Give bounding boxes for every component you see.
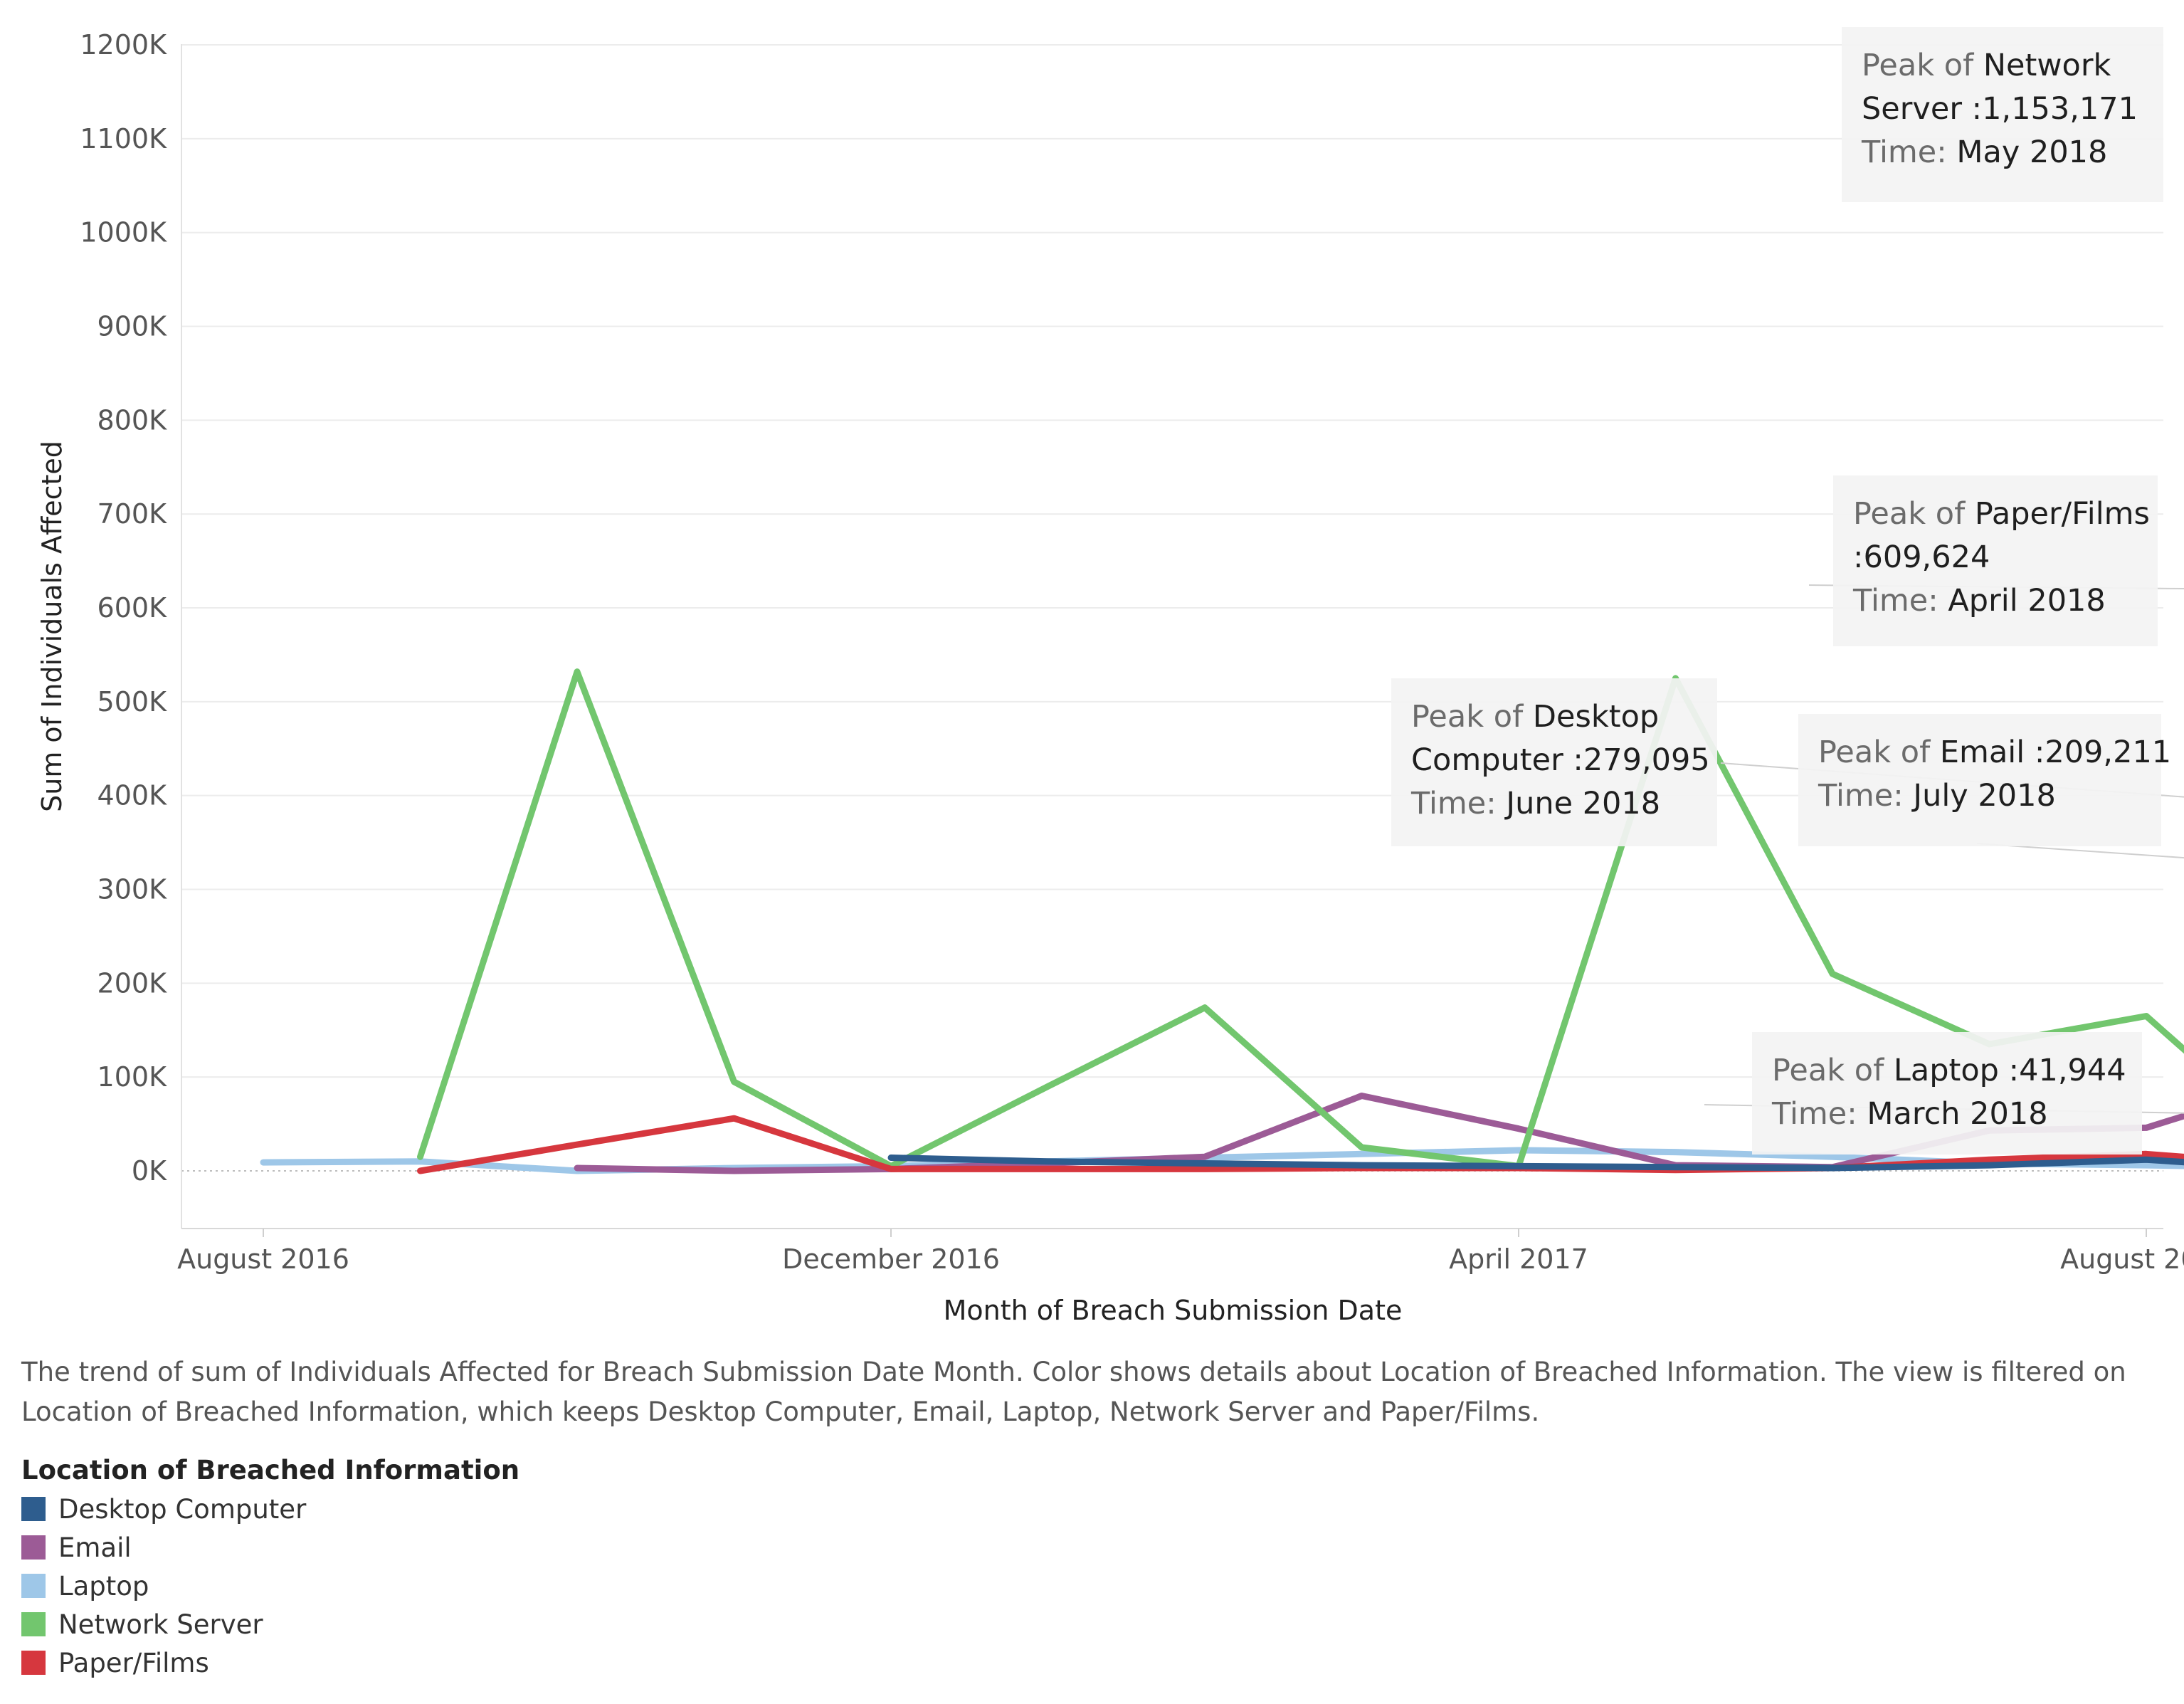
legend-item[interactable]: Email	[21, 1528, 519, 1567]
y-tick-label: 700K	[97, 498, 168, 530]
legend-item[interactable]: Laptop	[21, 1567, 519, 1605]
legend-item[interactable]: Network Server	[21, 1605, 519, 1643]
y-tick-label: 200K	[97, 967, 168, 999]
y-tick-label: 500K	[97, 686, 168, 717]
annotation-line: Peak of Paper/Films	[1853, 496, 2150, 532]
y-tick-label: 1200K	[80, 29, 167, 61]
y-tick-label: 300K	[97, 874, 168, 905]
legend-item[interactable]: Paper/Films	[21, 1643, 519, 1682]
annotation-line: Server :1,153,171	[1862, 91, 2138, 127]
series-line-paper-films	[417, 1115, 2184, 1174]
y-tick-label: 900K	[97, 311, 168, 342]
x-tick-label: August 2016	[177, 1243, 349, 1275]
legend-swatch	[21, 1612, 46, 1636]
gridlines	[181, 44, 2163, 1172]
annotation-1: Peak of Network Server :1,153,171 Time: Ma…	[1842, 27, 2163, 202]
annotation-line: Peak of Email :209,211	[1818, 735, 2171, 770]
legend-swatch	[21, 1574, 46, 1598]
line-chart: 0K 100K 200K 300K 400K 500K 600K 700K 800K 900K 10…	[36, 27, 2184, 1326]
axes	[181, 44, 2163, 1229]
legend-swatch	[21, 1535, 46, 1560]
x-tick-label: April 2017	[1449, 1243, 1588, 1275]
legend-label: Laptop	[58, 1570, 149, 1602]
y-tick-label: 100K	[97, 1061, 168, 1093]
y-tick-label: 600K	[97, 592, 168, 624]
annotation-box	[1752, 1032, 2142, 1155]
annotation-time: Time: April 2018	[1852, 583, 2106, 619]
legend-label: Email	[58, 1532, 132, 1563]
annotation-line: Peak of Network	[1862, 48, 2111, 83]
annotation-line: :609,624	[1853, 540, 1990, 575]
annotation-box	[1833, 475, 2158, 646]
series-line-network-server	[417, 668, 2184, 1169]
annotation-box	[1798, 714, 2161, 846]
annotation-line: Computer :279,095	[1411, 742, 1710, 778]
legend-label: Paper/Films	[58, 1647, 209, 1678]
annotation-time: Time: May 2018	[1861, 135, 2107, 170]
x-tick-label: December 2016	[782, 1243, 1000, 1275]
annotation-time: Time: June 2018	[1410, 786, 1660, 821]
y-tick-label: 800K	[97, 404, 168, 436]
legend-items: Desktop Computer Email Laptop Network Serve…	[21, 1490, 519, 1682]
series-lines	[260, 668, 2184, 1174]
annotation-box	[1391, 678, 1717, 846]
legend-label: Network Server	[58, 1609, 263, 1640]
y-axis-title: Sum of Individuals Affected	[36, 441, 68, 812]
y-axis-ticks: 0K 100K 200K 300K 400K 500K 600K 700K 800K 900K 10…	[80, 29, 167, 1187]
annotation-2: Peak of Paper/Films :609,624 Time: April 2…	[1808, 475, 2184, 646]
x-axis-title: Month of Breach Submission Date	[944, 1295, 1403, 1326]
x-tick-label: August 2017	[2060, 1243, 2184, 1275]
annotation-line: Peak of Laptop :41,944	[1772, 1053, 2126, 1088]
peak-annotations: Peak of Network Server :1,153,171 Time: Ma…	[1391, 27, 2184, 1155]
legend-swatch	[21, 1497, 46, 1521]
legend-label: Desktop Computer	[58, 1493, 307, 1525]
legend-swatch	[21, 1651, 46, 1675]
annotation-line: Peak of Desktop	[1411, 699, 1659, 735]
annotation-leader	[1976, 843, 2184, 859]
annotation-time: Time: March 2018	[1771, 1096, 2048, 1132]
series-line-desktop-computer	[887, 1155, 2184, 1172]
annotation-4: Peak of Email :209,211 Time: July 2018	[1798, 714, 2184, 859]
y-tick-label: 1000K	[80, 217, 167, 248]
y-tick-label: 400K	[97, 780, 168, 811]
x-axis-ticks: August 2016 December 2016 April 2017 August…	[177, 1229, 2184, 1275]
y-tick-label: 0K	[132, 1155, 167, 1187]
annotation-box	[1842, 27, 2163, 202]
legend: Location of Breached Information Desktop…	[21, 1455, 519, 1682]
legend-title: Location of Breached Information	[21, 1455, 520, 1485]
series-line-email	[574, 1093, 2184, 1174]
y-tick-label: 1100K	[80, 123, 167, 154]
annotation-3: Peak of Desktop Computer :279,095 Time: Ju…	[1391, 678, 2184, 846]
annotation-time: Time: July 2018	[1818, 778, 2056, 814]
legend-item[interactable]: Desktop Computer	[21, 1490, 519, 1528]
chart-caption: The trend of sum of Individuals Affected…	[21, 1357, 2126, 1427]
annotation-5: Peak of Laptop :41,944 Time: March 2018	[1704, 1032, 2184, 1155]
